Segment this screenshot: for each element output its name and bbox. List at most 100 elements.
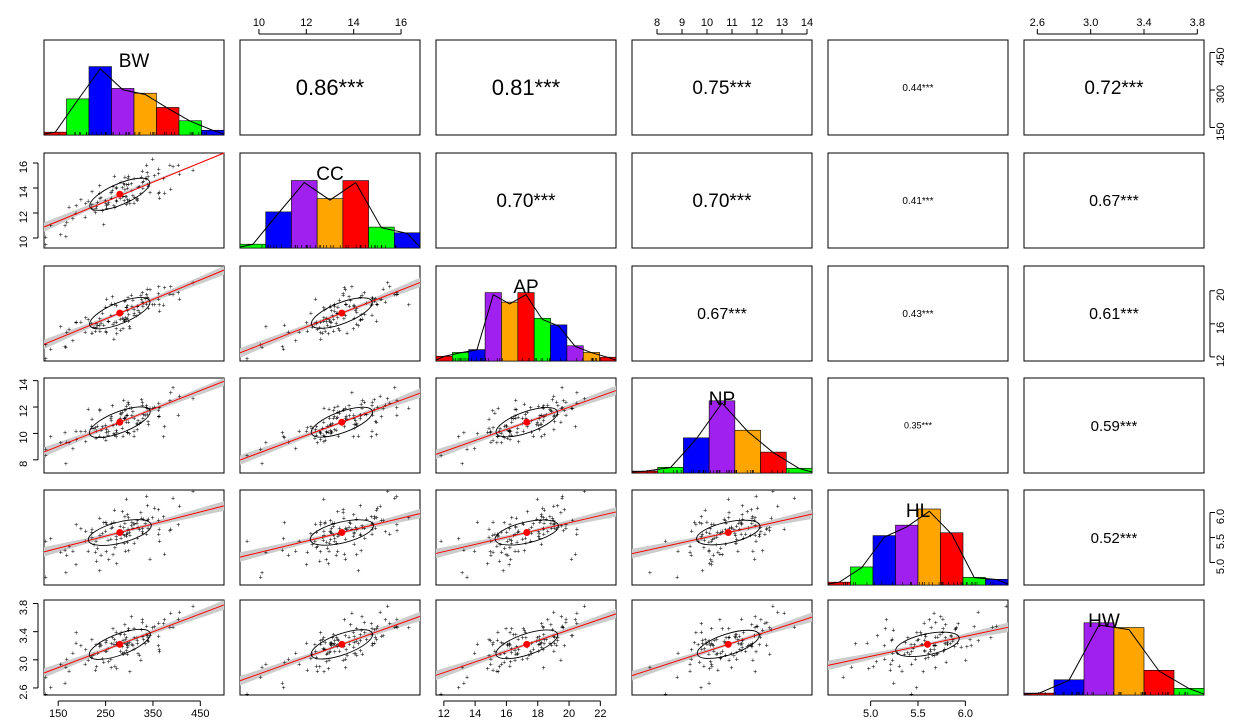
scatter-point-AP-CC: +: [305, 328, 309, 335]
scatter-point-CC-BW: +: [124, 194, 128, 201]
scatter-point-HL-AP: +: [515, 539, 519, 546]
scatter-point-HW-HL: +: [915, 637, 919, 644]
scatter-point-HW-AP: +: [560, 624, 564, 631]
scatter-point-AP-BW: +: [171, 292, 175, 299]
scatter-point-AP-CC: +: [362, 290, 366, 297]
scatter-point-HL-CC: +: [352, 542, 356, 549]
scatter-point-HL-NP: +: [744, 531, 748, 538]
scatter-point-HL-NP: +: [720, 552, 724, 559]
scatter-point-HW-BW: +: [86, 658, 90, 665]
scatter-point-AP-BW: +: [123, 318, 127, 325]
scatter-point-HW-BW: +: [191, 604, 195, 611]
scatter-point-HW-NP: +: [718, 617, 722, 624]
scatter-point-NP-AP: +: [487, 426, 491, 433]
scatter-point-AP-BW: +: [49, 347, 53, 354]
scatter-point-HL-CC: +: [315, 543, 319, 550]
scatter-point-HW-CC: +: [264, 662, 268, 669]
scatter-point-HL-NP: +: [711, 553, 715, 560]
scatter-point-NP-BW: +: [126, 429, 130, 436]
scatter-point-HL-NP: +: [734, 533, 738, 540]
scatter-point-HL-BW: +: [153, 505, 157, 512]
scatter-point-HW-HL: +: [990, 624, 994, 631]
histogram-bar-CC-2: [265, 211, 292, 249]
scatter-point-NP-BW: +: [107, 429, 111, 436]
scatter-point-AP-CC: +: [325, 322, 329, 329]
scatter-point-HW-NP: +: [740, 638, 744, 645]
scatter-point-NP-CC: +: [282, 434, 286, 441]
scatter-point-AP-CC: +: [323, 328, 327, 335]
scatter-point-NP-AP: +: [575, 400, 579, 407]
scatter-point-HL-NP: +: [745, 509, 749, 516]
scatter-point-NP-BW: +: [169, 390, 173, 397]
scatter-point-HL-AP: +: [538, 518, 542, 525]
scatter-point-AP-CC: +: [345, 331, 349, 338]
scatter-point-HL-CC: +: [330, 531, 334, 538]
histogram-bar-AP-5: [501, 301, 519, 362]
scatter-point-AP-BW: +: [146, 305, 150, 312]
scatter-point-HW-CC: +: [280, 681, 284, 688]
scatter-point-NP-BW: +: [125, 412, 129, 419]
scatter-point-NP-CC: +: [315, 440, 319, 447]
scatter-point-HL-BW: +: [90, 530, 94, 537]
scatter-point-HL-BW: +: [128, 532, 132, 539]
scatter-point-HL-AP: +: [550, 526, 554, 533]
scatter-point-AP-CC: +: [349, 298, 353, 305]
scatter-point-HW-NP: +: [664, 692, 668, 699]
scatter-point-NP-CC: +: [260, 461, 264, 468]
scatter-point-AP-BW: +: [143, 296, 147, 303]
scatter-point-HL-BW: +: [124, 549, 128, 556]
scatter-point-AP-CC: +: [245, 356, 249, 363]
scatter-point-HL-CC: +: [370, 527, 374, 534]
histogram-bar-AP-7: [533, 317, 551, 362]
scatter-point-HW-BW: +: [113, 663, 117, 670]
scatter-point-NP-BW: +: [142, 412, 146, 419]
scatter-point-HL-CC: +: [319, 519, 323, 526]
scatter-point-NP-AP: +: [542, 432, 546, 439]
scatter-point-HW-BW: +: [153, 624, 157, 631]
scatter-point-HW-AP: +: [559, 614, 563, 621]
scatter-point-HL-AP: +: [491, 519, 495, 526]
scatter-point-NP-BW: +: [83, 429, 87, 436]
scatter-point-AP-CC: +: [327, 317, 331, 324]
scatter-point-HL-NP: +: [688, 543, 692, 550]
scatter-point-NP-CC: +: [347, 413, 351, 420]
variable-label-BW: BW: [119, 51, 150, 72]
scatter-point-NP-CC: +: [329, 431, 333, 438]
scatter-point-AP-CC: +: [355, 322, 359, 329]
scatter-point-HW-AP: +: [515, 651, 519, 658]
scatter-point-HW-HL: +: [919, 632, 923, 639]
scatter-point-CC-BW: +: [90, 202, 94, 209]
scatter-point-HW-HL: +: [910, 661, 914, 668]
scatter-point-HW-HL: +: [865, 641, 869, 648]
scatter-point-AP-CC: +: [341, 291, 345, 298]
scatter-point-NP-BW: +: [132, 416, 136, 423]
scatter-point-HW-NP: +: [727, 658, 731, 665]
scatter-point-NP-AP: +: [560, 405, 564, 412]
histogram-bar-BW-2: [66, 98, 90, 136]
scatter-point-HW-BW: +: [112, 637, 116, 644]
scatter-point-AP-BW: +: [107, 319, 111, 326]
scatter-point-HW-NP: +: [753, 625, 757, 632]
scatter-point-HW-HL: +: [955, 640, 959, 647]
histogram-bar-HL-2: [850, 566, 874, 586]
scatter-point-NP-AP: +: [513, 413, 517, 420]
scatter-point-HW-CC: +: [324, 659, 328, 666]
scatter-point-AP-CC: +: [286, 330, 290, 337]
scatter-point-HL-NP: +: [698, 520, 702, 527]
scatter-point-HW-BW: +: [139, 658, 143, 665]
scatter-point-HL-BW: +: [139, 515, 143, 522]
scatter-point-HW-CC: +: [395, 625, 399, 632]
scatter-point-CC-BW: +: [125, 185, 129, 192]
scatter-point-HW-AP: +: [564, 620, 568, 627]
scatter-point-AP-BW: +: [98, 329, 102, 336]
scatter-point-NP-BW: +: [71, 446, 75, 453]
scatter-point-HW-AP: +: [508, 643, 512, 650]
scatter-point-HW-HL: +: [949, 634, 953, 641]
scatter-point-HL-CC: +: [356, 568, 360, 575]
tick-label-HW: 3.0: [18, 656, 30, 671]
tick-label-NP: 13: [776, 17, 788, 29]
scatter-point-NP-AP: +: [516, 425, 520, 432]
tick-label-BW: 150: [49, 708, 67, 720]
scatter-point-HL-AP: +: [561, 528, 565, 535]
scatter-point-HL-AP: +: [542, 521, 546, 528]
